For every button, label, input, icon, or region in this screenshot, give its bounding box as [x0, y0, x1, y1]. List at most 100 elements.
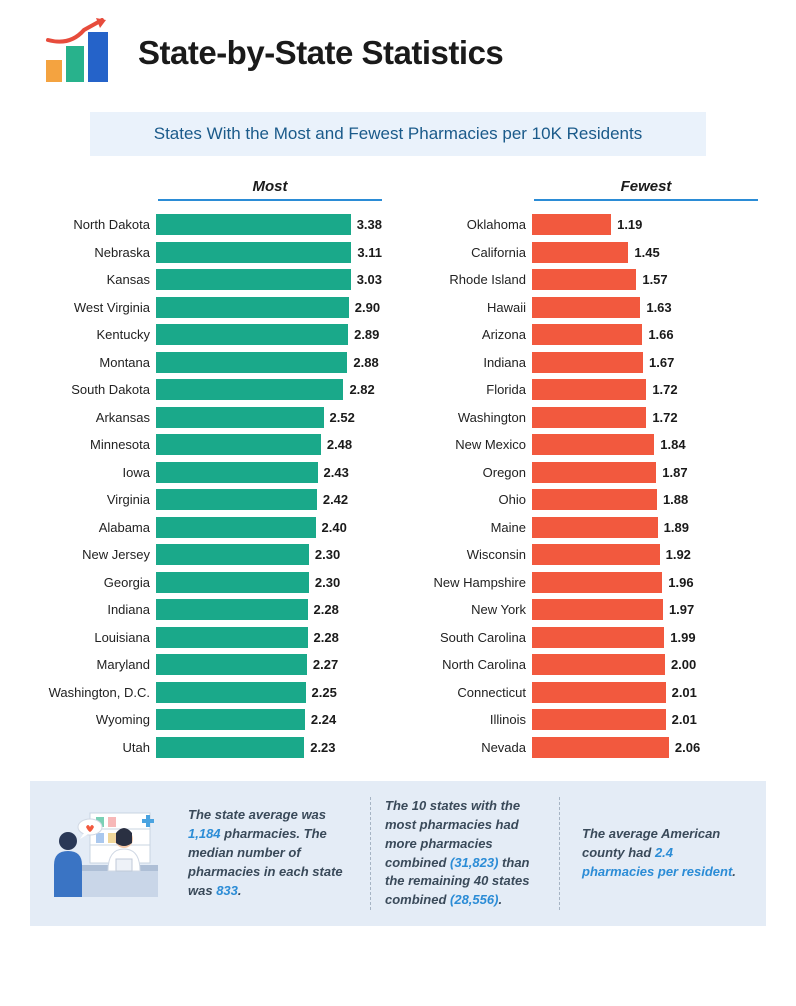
bar-wrap: 2.23 [156, 734, 382, 762]
row-label: Louisiana [38, 630, 156, 645]
most-rows: North Dakota3.38Nebraska3.11Kansas3.03We… [38, 211, 382, 761]
bar-wrap: 3.11 [156, 239, 382, 267]
footer-1-highlight-2: 833 [216, 883, 238, 898]
row-value: 2.28 [314, 602, 339, 617]
bar [532, 489, 657, 510]
chart-row: Ohio 1.88 [414, 486, 758, 514]
chart-row: North Carolina2.00 [414, 651, 758, 679]
footer-2-text-c: . [498, 892, 502, 907]
bar-wrap: 1.72 [532, 404, 758, 432]
row-label: Iowa [38, 465, 156, 480]
row-value: 1.19 [617, 217, 642, 232]
row-value: 2.01 [672, 685, 697, 700]
chart-row: Washington1.72 [414, 404, 758, 432]
bar [156, 269, 351, 290]
row-value: 1.72 [652, 382, 677, 397]
header: State-by-State Statistics [40, 18, 766, 88]
row-value: 1.57 [642, 272, 667, 287]
bar [156, 599, 308, 620]
bar-wrap: 1.19 [532, 211, 758, 239]
bar [532, 517, 658, 538]
row-value: 2.90 [355, 300, 380, 315]
bar [532, 379, 646, 400]
bar [532, 434, 654, 455]
footer-1-text-a: The state average was [188, 807, 326, 822]
bar-wrap: 2.01 [532, 706, 758, 734]
footer-stat-2: The 10 states with the most pharmacies h… [370, 797, 560, 910]
chart-row: Kentucky2.89 [38, 321, 382, 349]
bar-wrap: 2.42 [156, 486, 382, 514]
row-value: 1.96 [668, 575, 693, 590]
bar-wrap: 2.25 [156, 679, 382, 707]
bar-wrap: 2.00 [532, 651, 758, 679]
footer-2-highlight-1: (31,823) [450, 855, 498, 870]
row-value: 1.88 [663, 492, 688, 507]
row-value: 3.03 [357, 272, 382, 287]
row-value: 2.28 [314, 630, 339, 645]
chart-row: Nebraska3.11 [38, 239, 382, 267]
row-label: New Mexico [414, 437, 532, 452]
row-value: 2.06 [675, 740, 700, 755]
row-value: 1.99 [670, 630, 695, 645]
row-label: New York [414, 602, 532, 617]
bar [156, 654, 307, 675]
bar-wrap: 2.89 [156, 321, 382, 349]
row-label: Utah [38, 740, 156, 755]
row-label: Ohio [414, 492, 532, 507]
row-value: 2.24 [311, 712, 336, 727]
bar [532, 709, 666, 730]
bar [532, 654, 665, 675]
bar [532, 599, 663, 620]
bar [532, 462, 656, 483]
chart-row: Connecticut 2.01 [414, 679, 758, 707]
row-label: Hawaii [414, 300, 532, 315]
bar [532, 407, 646, 428]
row-value: 2.00 [671, 657, 696, 672]
bar-wrap: 1.45 [532, 239, 758, 267]
chart-row: West Virginia2.90 [38, 294, 382, 322]
bar [156, 544, 309, 565]
chart-row: Hawaii1.63 [414, 294, 758, 322]
bar [532, 627, 664, 648]
bar [156, 572, 309, 593]
row-label: Virginia [38, 492, 156, 507]
bar [532, 352, 643, 373]
bar [156, 214, 351, 235]
bar [156, 737, 304, 758]
row-label: New Jersey [38, 547, 156, 562]
row-value: 2.23 [310, 740, 335, 755]
chart-row: Oklahoma1.19 [414, 211, 758, 239]
bar-wrap: 2.88 [156, 349, 382, 377]
row-value: 2.42 [323, 492, 348, 507]
footer-stat-1: The state average was 1,184 pharmacies. … [180, 806, 356, 900]
row-value: 1.72 [652, 410, 677, 425]
pharmacist-icon [46, 809, 166, 899]
bar [156, 434, 321, 455]
row-label: Connecticut [414, 685, 532, 700]
chart-row: Nevada2.06 [414, 734, 758, 762]
row-label: Georgia [38, 575, 156, 590]
chart-row: Alabama2.40 [38, 514, 382, 542]
row-value: 3.38 [357, 217, 382, 232]
row-label: Wyoming [38, 712, 156, 727]
bar-wrap: 1.97 [532, 596, 758, 624]
bar-wrap: 3.03 [156, 266, 382, 294]
bar-wrap: 2.48 [156, 431, 382, 459]
row-label: Wisconsin [414, 547, 532, 562]
row-label: Rhode Island [414, 272, 532, 287]
row-label: Maryland [38, 657, 156, 672]
row-value: 3.11 [357, 245, 382, 260]
chart-row: Wyoming 2.24 [38, 706, 382, 734]
row-label: Oregon [414, 465, 532, 480]
chart-row: Rhode Island 1.57 [414, 266, 758, 294]
row-label: Maine [414, 520, 532, 535]
fewest-column: Fewest Oklahoma1.19California1.45Rhode I… [414, 178, 758, 761]
row-value: 2.30 [315, 575, 340, 590]
chart-row: Maine1.89 [414, 514, 758, 542]
chart-row: New Hampshire1.96 [414, 569, 758, 597]
row-label: Arizona [414, 327, 532, 342]
bar-wrap: 1.66 [532, 321, 758, 349]
bar [156, 709, 305, 730]
bar [156, 682, 306, 703]
footer-1-text-c: . [238, 883, 242, 898]
